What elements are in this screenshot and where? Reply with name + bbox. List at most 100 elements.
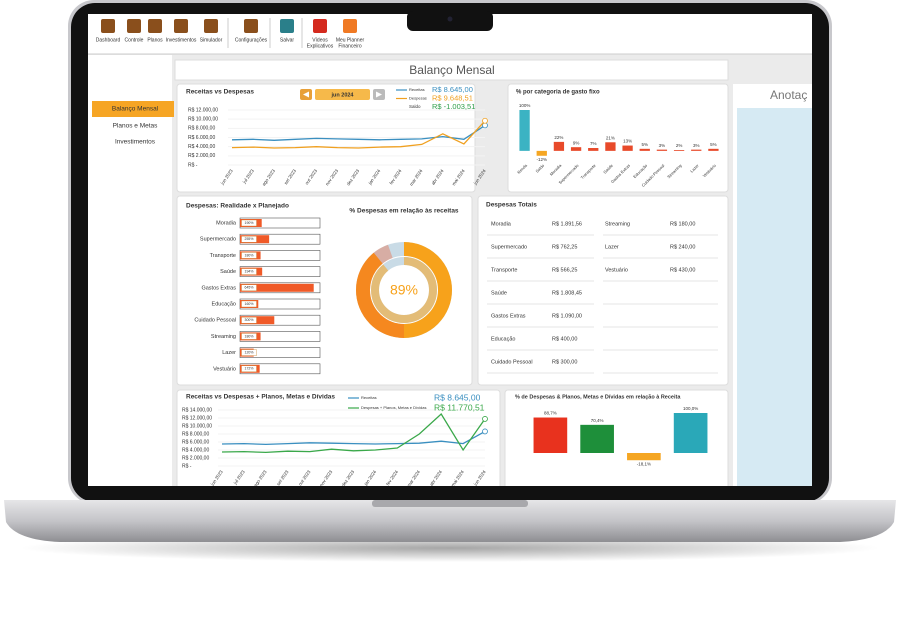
chart-title: Receitas vs Despesas + Planos, Metas e D… <box>186 394 335 401</box>
panel <box>504 389 729 486</box>
category-label: Saúde <box>220 269 236 275</box>
toolbar-icon[interactable] <box>148 19 162 33</box>
toolbar-icon[interactable] <box>343 19 357 33</box>
legend-value: R$ 9.648,51 <box>432 93 473 102</box>
base-indent <box>372 500 528 507</box>
donut-label: 89% <box>390 282 418 298</box>
camera <box>447 16 453 22</box>
bar-label: 190% <box>245 221 254 225</box>
y-tick-label: R$ 12.000,00 <box>182 415 212 421</box>
screen: Balanço Mensal Anotaç jun 2024 Dashboard… <box>88 14 812 486</box>
category-label: Moradia <box>216 220 237 226</box>
category-label: Educação <box>212 301 236 307</box>
bar-label: 194% <box>245 270 254 274</box>
label-box <box>241 235 257 243</box>
y-tick-label: R$ 2.000,00 <box>188 153 215 159</box>
toolbar-icon[interactable] <box>174 19 188 33</box>
sidebar-item[interactable]: Planos e Metas <box>113 123 159 130</box>
label-box <box>241 365 257 372</box>
bar <box>533 417 568 453</box>
table-cell: R$ 1.090,00 <box>552 313 582 319</box>
legend-label: Receitas <box>361 395 377 400</box>
legend-value: R$ 8.645,00 <box>432 85 473 94</box>
y-tick-label: R$ 10.000,00 <box>188 116 218 122</box>
bar-label: 70,4% <box>591 418 604 423</box>
bar-label: 3% <box>693 143 700 148</box>
bar-label: 255% <box>245 237 254 241</box>
panel <box>477 195 729 386</box>
y-tick-label: R$ 8.000,00 <box>182 431 209 437</box>
bar-label: 5% <box>710 142 717 147</box>
sidebar-item[interactable]: Balanço Mensal <box>112 106 159 113</box>
month-label: jun 2024 <box>330 92 354 98</box>
label-box <box>241 284 257 291</box>
category-label: Supermercado <box>200 237 236 243</box>
label-box <box>241 252 257 259</box>
bar-label: 2% <box>676 143 683 148</box>
donut-arc <box>356 242 452 338</box>
sidebar-item[interactable]: Investimentos <box>115 139 156 146</box>
sidebar-active <box>92 101 174 117</box>
series-line <box>231 124 486 141</box>
table-cell: R$ 430,00 <box>670 267 695 273</box>
y-tick-label: R$ 10.000,00 <box>182 423 212 429</box>
summary-value: R$ -1.003,51 <box>432 102 475 111</box>
bar-label: -18,1% <box>637 461 651 466</box>
bar-label: 172% <box>245 367 254 371</box>
bar-label: 180% <box>245 253 254 257</box>
bar-label: 645% <box>245 286 254 290</box>
table-cell: R$ 240,00 <box>670 244 695 250</box>
toolbar-label: Vídeos <box>312 37 328 43</box>
bar-label: 120% <box>245 351 254 355</box>
y-tick-label: R$ 2.000,00 <box>182 455 209 461</box>
bar <box>519 110 530 151</box>
table-cell: Gastos Extras <box>491 313 526 319</box>
legend-value: R$ 11.770,51 <box>434 402 485 412</box>
table-cell: Educação <box>491 336 515 342</box>
next-arrow <box>376 91 382 98</box>
bar-label: 7% <box>590 141 597 146</box>
bar-label: 13% <box>623 139 632 144</box>
toolbar-icon[interactable] <box>313 19 327 33</box>
table-title: Despesas Totais <box>486 202 537 209</box>
toolbar-icon[interactable] <box>204 19 218 33</box>
toolbar-icon[interactable] <box>127 19 141 33</box>
series-line <box>231 120 486 149</box>
label-box <box>241 268 257 275</box>
toolbar-label: Investimentos <box>166 37 197 43</box>
series-line <box>221 430 486 446</box>
toolbar-icon[interactable] <box>280 19 294 33</box>
chart-title: % por categoria de gasto fixo <box>516 90 600 96</box>
label-box <box>241 349 257 356</box>
table-cell: R$ 1.808,45 <box>552 290 582 296</box>
donut-arc <box>371 257 437 323</box>
bar <box>622 145 633 151</box>
summary-label: Saldo <box>409 104 421 109</box>
chart-title: % de Despesas & Planos, Metas e Dívidas … <box>515 394 681 400</box>
category-label: Lazer <box>222 350 236 356</box>
category-label: Cuidado Pessoal <box>194 318 236 324</box>
bar <box>673 150 685 151</box>
y-tick-label: R$ 8.000,00 <box>188 126 215 132</box>
donut-arc-accent <box>356 242 452 338</box>
month-box[interactable] <box>315 89 370 100</box>
bar <box>240 283 314 292</box>
bar-label: -12% <box>536 157 547 162</box>
toolbar-label: Explicativos <box>307 43 334 49</box>
table-cell: Saúde <box>491 290 507 296</box>
y-tick-label: R$ 14.000,00 <box>182 407 212 413</box>
x-tick-label: Lazer <box>689 162 700 173</box>
end-marker <box>482 117 488 124</box>
bar <box>570 147 582 151</box>
notes-title: Anotaç <box>770 88 807 102</box>
table-cell: Cuidado Pessoal <box>491 359 533 365</box>
toolbar-icon[interactable] <box>244 19 258 33</box>
bar-label: 21% <box>606 135 615 140</box>
toolbar-icon[interactable] <box>101 19 115 33</box>
header-bar <box>174 59 729 81</box>
bar-label: 160% <box>245 302 254 306</box>
category-label: Transporte <box>210 253 236 259</box>
bar <box>553 141 565 151</box>
legend-value: R$ 8.645,00 <box>434 392 481 402</box>
